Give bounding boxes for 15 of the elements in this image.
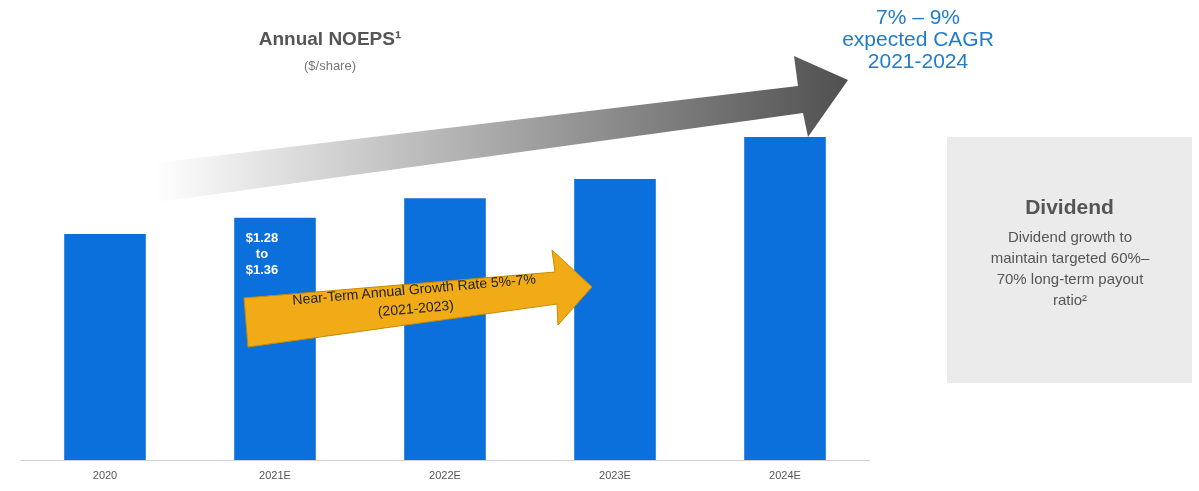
x-tick-label: 2024E (769, 468, 801, 481)
chart-title: Annual NOEPS¹ (257, 28, 403, 50)
bar (744, 137, 826, 460)
bar (574, 178, 656, 460)
x-tick-label: 2021E (259, 468, 291, 481)
text: Dividend (1024, 195, 1115, 219)
annotation: Near-Term Annual Growth Rate 5%-7% (2021-2023) (291, 270, 537, 320)
text: 7% – 9% expected CAGR 2021-2024 (841, 5, 995, 72)
bar (64, 233, 146, 460)
x-tick-label: 2020 (92, 468, 118, 481)
annotation: $1.28 to $1.36 (245, 230, 279, 277)
text: Dividend growth to maintain targeted 60%–70% long-term payout ratio² (989, 227, 1151, 310)
chart-subtitle: ($/share) (303, 58, 357, 73)
x-tick-label: 2023E (599, 468, 631, 481)
x-tick-label: 2022E (429, 468, 461, 481)
